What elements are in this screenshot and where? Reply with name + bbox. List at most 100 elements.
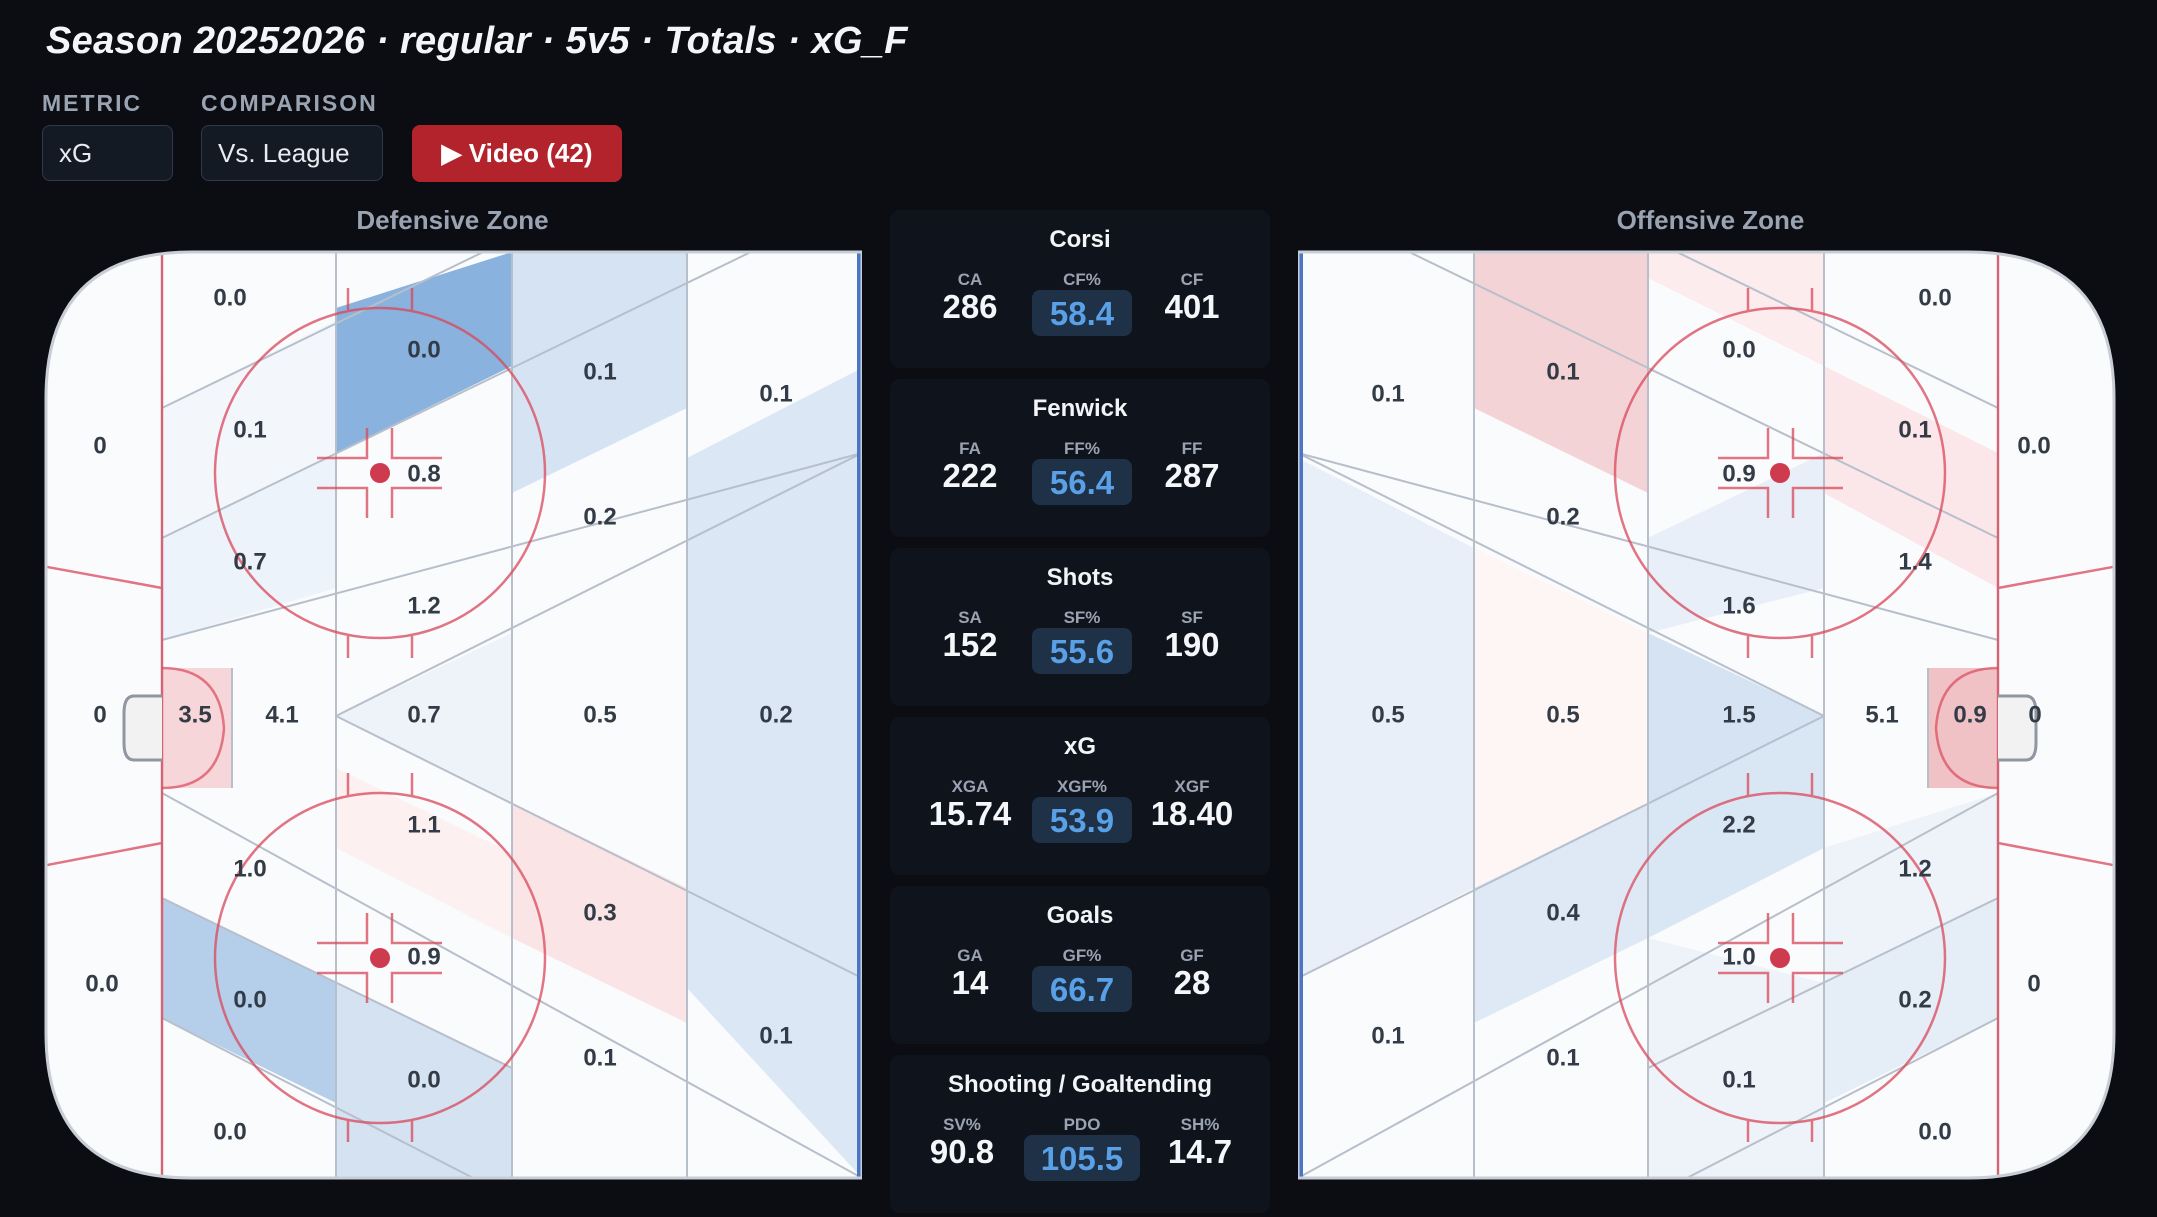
stat-right-value: 14.7 <box>1167 1133 1233 1170</box>
metric-label: METRIC <box>42 90 143 116</box>
zone-value: 1.5 <box>1722 701 1755 728</box>
stat-left-label: CA <box>957 270 983 289</box>
heat-cell <box>162 898 336 1103</box>
zone-value: 0.0 <box>1722 336 1755 363</box>
zone-value: 3.5 <box>178 701 211 728</box>
stat-card-shooting-goaltending: Shooting / Goaltending SV% PDO SH% 90.8 … <box>890 1055 1270 1213</box>
faceoff-dot <box>370 948 390 968</box>
zone-value: 0.0 <box>233 986 266 1013</box>
zone-value: 1.0 <box>233 855 266 882</box>
heat-cell <box>162 320 336 538</box>
goal-net <box>122 694 162 762</box>
stat-left-value: 90.8 <box>929 1133 995 1170</box>
zone-value: 0.2 <box>1546 503 1579 530</box>
zone-value: 0.7 <box>233 548 266 575</box>
zone-value: 0.1 <box>1371 380 1404 407</box>
heat-cell <box>1824 898 1998 1103</box>
stat-title: xG <box>1063 733 1096 760</box>
zone-value: 0 <box>93 701 106 728</box>
stat-left-value: 14 <box>951 964 989 1001</box>
comparison-label: COMPARISON <box>201 90 378 116</box>
heat-cell-crease <box>162 668 232 788</box>
zone-value: 0.1 <box>1371 1022 1404 1049</box>
heat-cell <box>1824 366 1998 588</box>
heat-cell-crease <box>1928 668 1998 788</box>
zone-value: 0.0 <box>407 336 440 363</box>
zone-value: 0.0 <box>1918 284 1951 311</box>
heat-cell <box>1648 252 1824 366</box>
zone-value: 0.0 <box>2017 432 2050 459</box>
stat-right-value: 28 <box>1173 964 1211 1001</box>
stat-pct-value: 66.7 <box>1032 966 1132 1012</box>
heat-cell <box>1474 803 1648 1023</box>
zone-value: 0.2 <box>759 701 792 728</box>
stat-mid-label: FF% <box>1064 439 1100 458</box>
zone-value: 0.1 <box>759 380 792 407</box>
heat-cell <box>512 803 687 1023</box>
zone-value: 5.1 <box>1865 701 1898 728</box>
zone-value: 0.1 <box>759 1022 792 1049</box>
zone-value: 0 <box>93 432 106 459</box>
heat-cell <box>512 252 687 493</box>
zone-value: 0.9 <box>407 943 440 970</box>
faceoff-dot <box>370 463 390 483</box>
heat-cell <box>1824 793 1998 983</box>
zone-value: 2.2 <box>1722 811 1755 838</box>
defensive-zone-title: Defensive Zone <box>356 205 549 235</box>
faceoff-dot <box>1770 463 1790 483</box>
zone-value: 0.5 <box>1371 701 1404 728</box>
zone-value: 0 <box>2028 701 2041 728</box>
zone-value: 0.9 <box>1722 460 1755 487</box>
stat-title: Shooting / Goaltending <box>948 1071 1212 1098</box>
stat-card-goals: Goals GA GF% GF 14 66.7 28 <box>890 886 1270 1044</box>
stat-left-label: SV% <box>943 1115 981 1134</box>
heat-cell <box>1648 453 1824 633</box>
heat-cell <box>1648 716 1824 938</box>
zone-value: 0.7 <box>407 701 440 728</box>
stat-mid-label: GF% <box>1062 946 1102 965</box>
stat-pct-value: 55.6 <box>1032 628 1132 674</box>
heat-cell <box>1474 548 1648 888</box>
stat-card-shots: Shots SA SF% SF 152 55.6 190 <box>890 548 1270 706</box>
stat-left-value: 152 <box>942 626 998 663</box>
stat-right-label: XGF <box>1174 777 1210 796</box>
zone-value: 4.1 <box>265 701 298 728</box>
zone-value: 0.1 <box>583 358 616 385</box>
stat-left-value: 15.74 <box>928 795 1012 832</box>
zone-value: 0 <box>2027 970 2040 997</box>
zone-value: 0.5 <box>583 701 616 728</box>
zone-value: 0.1 <box>233 416 266 443</box>
zone-value: 1.0 <box>1722 943 1755 970</box>
zone-value: 0.1 <box>1898 416 1931 443</box>
zone-value: 0.5 <box>1546 701 1579 728</box>
heat-cell <box>1648 633 1824 803</box>
stat-right-value: 190 <box>1164 626 1220 663</box>
zone-value: 1.4 <box>1898 548 1932 575</box>
zone-value: 0.0 <box>1918 1118 1951 1145</box>
zone-value: 0.0 <box>85 970 118 997</box>
page-title: Season 20252026 · regular · 5v5 · Totals… <box>46 20 908 62</box>
video-button[interactable]: ▶ Video (42) <box>412 125 622 182</box>
zone-value: 0.1 <box>583 1044 616 1071</box>
stat-mid-label: PDO <box>1063 1115 1101 1134</box>
stat-right-label: SF <box>1181 608 1203 627</box>
stat-title: Goals <box>1046 902 1114 929</box>
zone-value: 1.2 <box>1898 855 1931 882</box>
stat-card-corsi: Corsi CA CF% CF 286 58.4 401 <box>890 210 1270 368</box>
heat-cell <box>336 768 512 938</box>
stat-pct-value: 53.9 <box>1032 797 1132 843</box>
zone-value: 0.1 <box>1546 358 1579 385</box>
stat-mid-label: CF% <box>1063 270 1101 289</box>
stat-mid-label: SF% <box>1063 608 1101 627</box>
defensive-zone-rink: 0.0 0 0 0.0 0.0 0.0 0.1 0.7 3.5 4.1 1.0 … <box>44 250 862 1180</box>
stat-right-label: SH% <box>1180 1115 1220 1134</box>
stat-left-value: 222 <box>942 457 998 494</box>
comparison-select[interactable]: Vs. League <box>201 125 383 181</box>
zone-value: 0.9 <box>1953 701 1986 728</box>
metric-select[interactable]: xG <box>42 125 173 181</box>
stat-right-label: FF <box>1181 439 1203 458</box>
stat-pct-value: 56.4 <box>1032 459 1132 505</box>
zone-value: 0.0 <box>407 1066 440 1093</box>
zone-value: 0.4 <box>1546 899 1580 926</box>
stat-left-label: XGA <box>951 777 989 796</box>
